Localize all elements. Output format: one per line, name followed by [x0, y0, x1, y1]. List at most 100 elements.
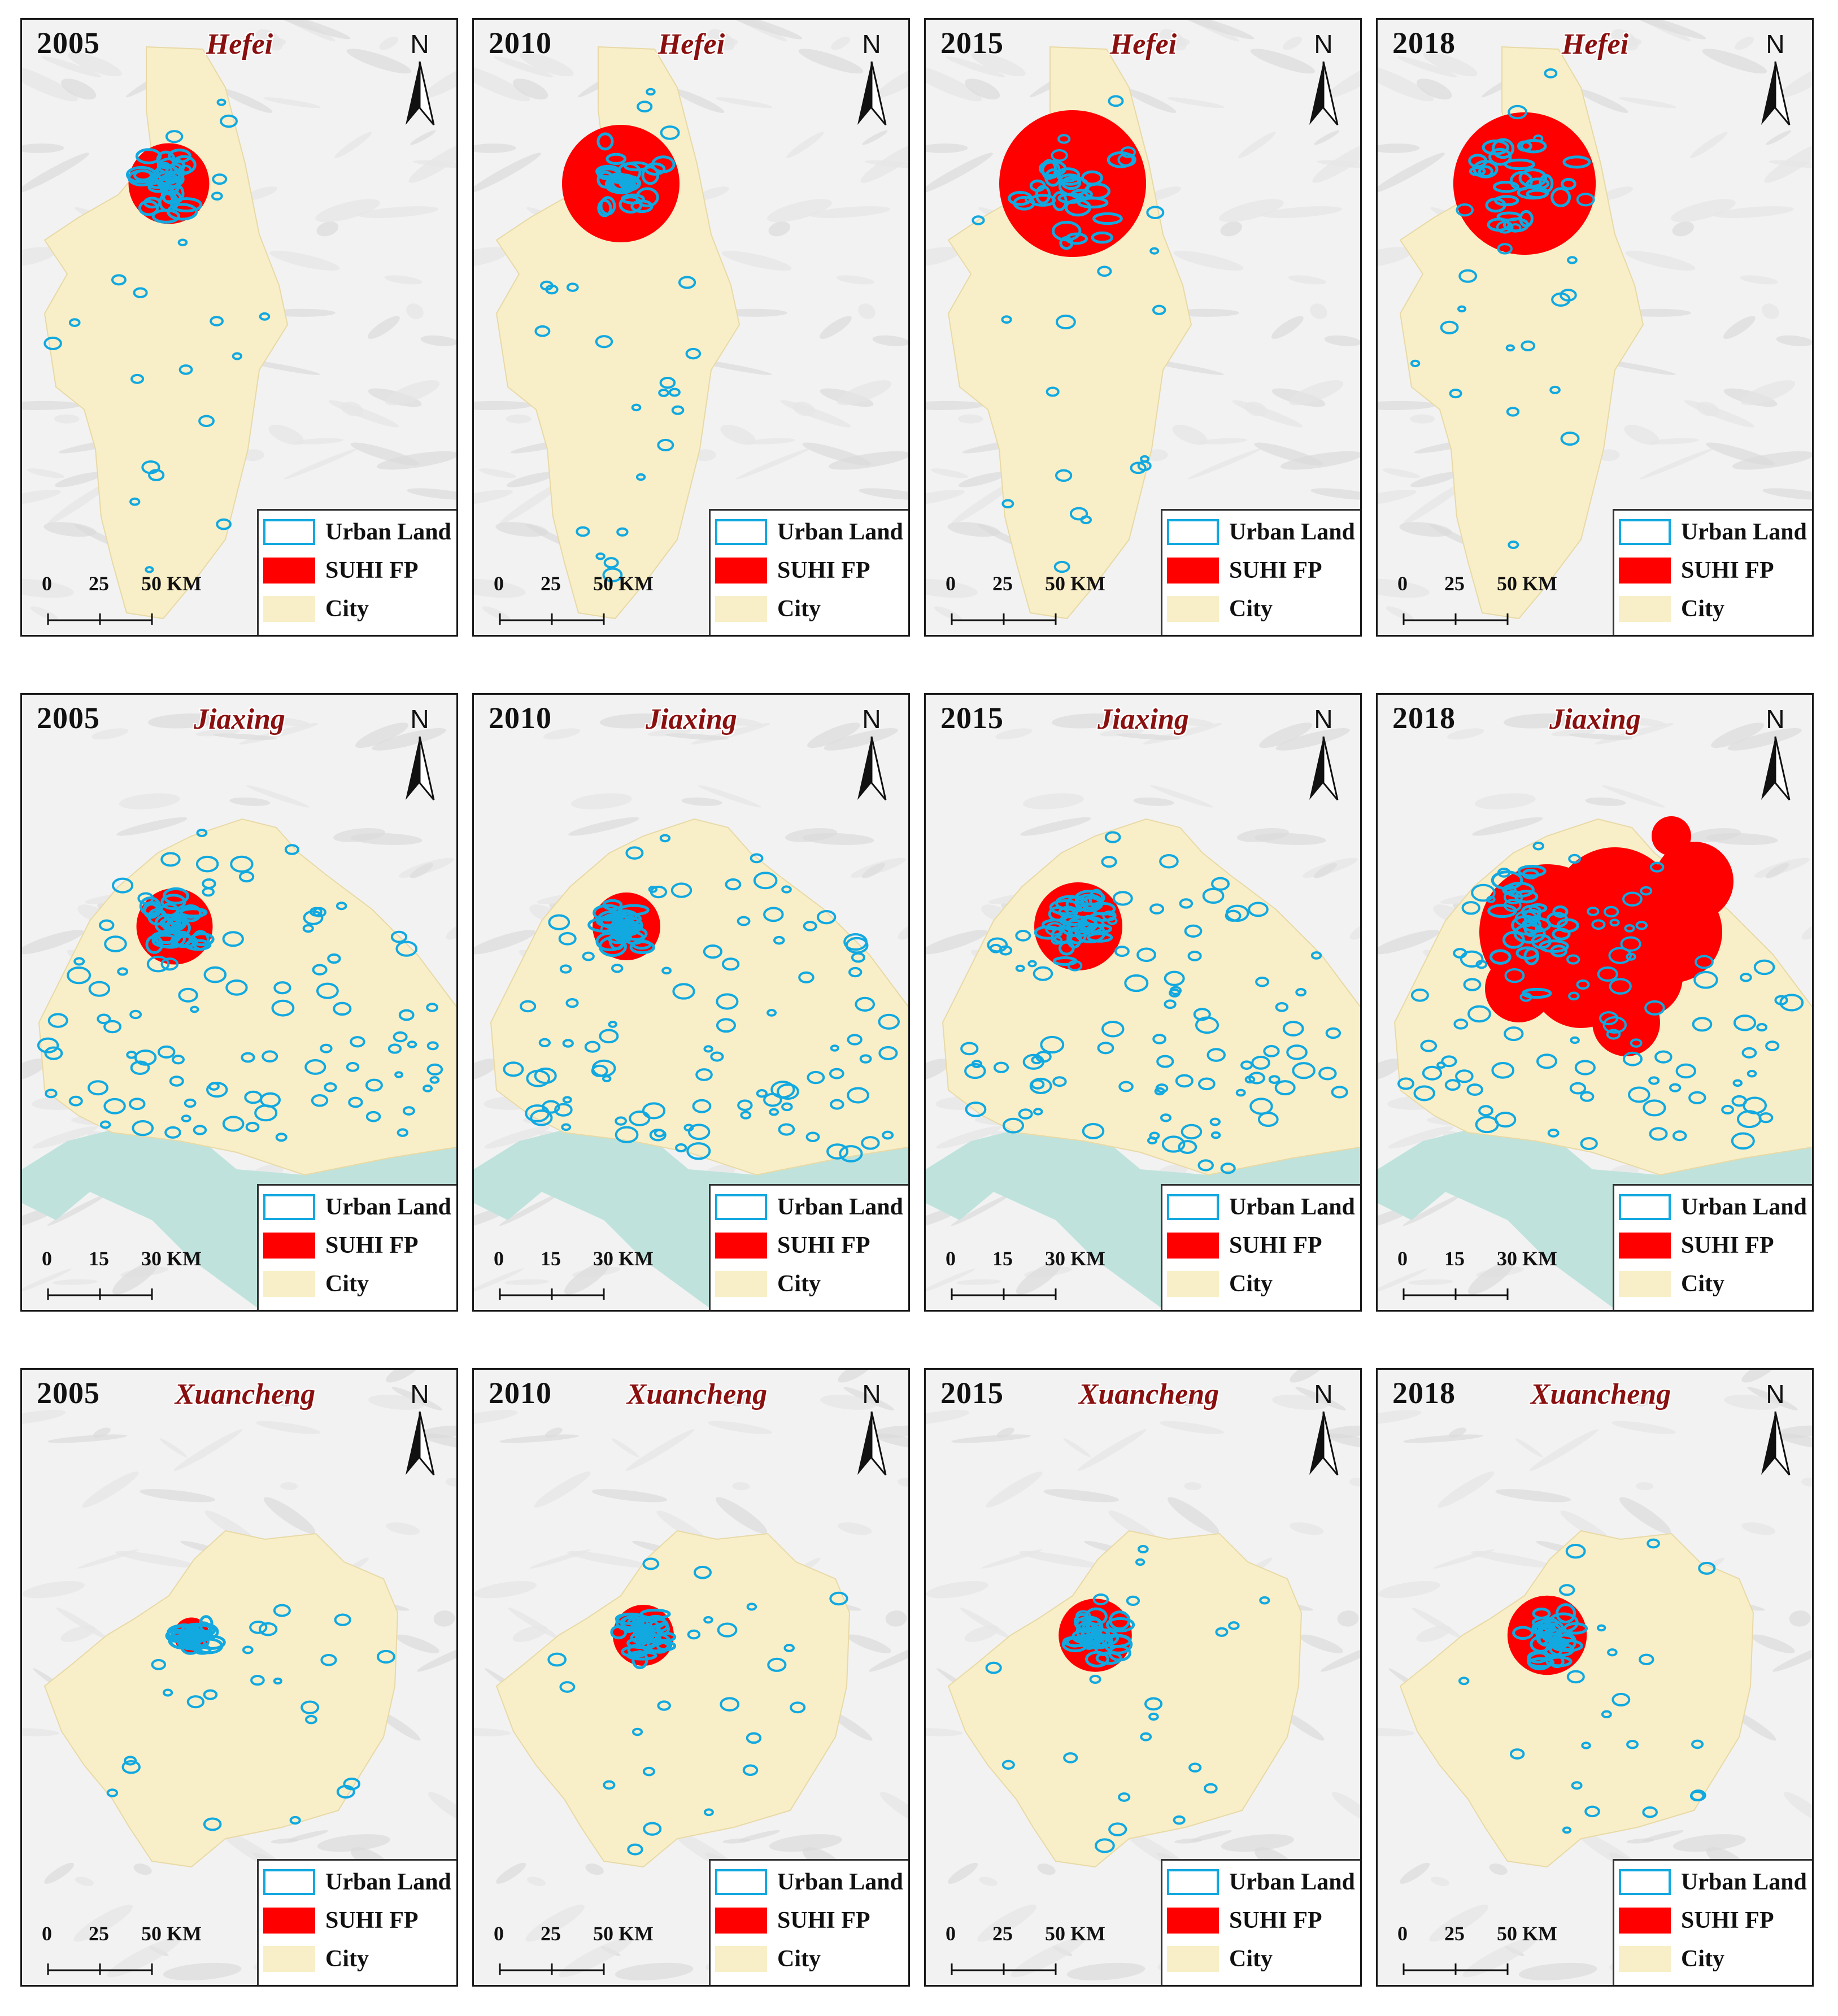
legend-item-urban-land: Urban Land — [715, 1192, 903, 1222]
legend-item-city: City — [263, 1944, 369, 1974]
city-name: Xuancheng — [175, 1378, 316, 1410]
legend-label: SUHI FP — [1229, 1233, 1322, 1259]
legend-label: Urban Land — [777, 519, 903, 545]
urban-land-patches — [43, 98, 271, 573]
city-name: Xuancheng — [1078, 1378, 1219, 1410]
scale-tick-2: 30 KM — [593, 1247, 654, 1270]
legend-label: Urban Land — [777, 1194, 903, 1220]
suhi-fp-swatch — [1167, 1908, 1219, 1934]
scale-bar: 0 25 50 KM — [946, 572, 1105, 628]
year-label: 2005 — [37, 26, 100, 60]
legend: Urban Land SUHI FP City — [1613, 509, 1812, 635]
north-arrow-icon: N — [1750, 704, 1801, 805]
legend: Urban Land SUHI FP City — [1613, 1184, 1812, 1310]
legend-item-urban-land: Urban Land — [1167, 517, 1355, 547]
north-label: N — [410, 29, 429, 59]
scale-tick-1: 25 — [89, 1922, 109, 1945]
legend-item-city: City — [263, 594, 369, 624]
scale-bar: 0 15 30 KM — [494, 1247, 654, 1303]
scale-bar: 0 25 50 KM — [946, 1922, 1105, 1978]
urban-land-swatch — [1167, 1194, 1219, 1220]
urban-land-swatch — [1619, 1194, 1671, 1220]
north-arrow-icon: N — [1298, 1379, 1349, 1481]
legend: Urban Land SUHI FP City — [1613, 1859, 1812, 1985]
legend-item-suhi-fp: SUHI FP — [263, 1906, 419, 1935]
legend-label: Urban Land — [1681, 519, 1807, 545]
scale-tick-1: 25 — [541, 572, 561, 595]
legend-item-urban-land: Urban Land — [1167, 1867, 1355, 1897]
legend-label: Urban Land — [1229, 1194, 1355, 1220]
suhi-fp-swatch — [1167, 558, 1219, 584]
north-arrow-icon: N — [394, 1379, 445, 1481]
year-label: 2015 — [940, 26, 1004, 60]
legend: Urban Land SUHI FP City — [709, 1184, 908, 1310]
city-boundary — [947, 1530, 1303, 1868]
north-arrow-icon: N — [1298, 704, 1349, 805]
urban-land-swatch — [1167, 1869, 1219, 1895]
city-swatch — [263, 1271, 315, 1297]
scale-tick-0: 0 — [42, 1922, 52, 1945]
legend-label: SUHI FP — [325, 558, 419, 584]
north-label: N — [410, 704, 429, 734]
year-label: 2018 — [1392, 701, 1456, 735]
north-label: N — [1314, 1379, 1333, 1409]
city-swatch — [1167, 596, 1219, 622]
scale-bar: 0 25 50 KM — [494, 572, 654, 628]
city-swatch — [715, 1946, 767, 1972]
urban-land-swatch — [1619, 519, 1671, 545]
legend-item-suhi-fp: SUHI FP — [715, 556, 870, 585]
urban-land-swatch — [715, 1194, 767, 1220]
legend-label: City — [325, 1946, 369, 1972]
city-boundary — [43, 46, 289, 620]
scale-bar: 0 25 50 KM — [42, 1922, 202, 1978]
legend-label: SUHI FP — [1681, 1908, 1774, 1934]
city-swatch — [1619, 596, 1671, 622]
legend-item-city: City — [1619, 1944, 1724, 1974]
city-swatch — [263, 1946, 315, 1972]
legend-item-city: City — [263, 1269, 369, 1299]
north-arrow-icon: N — [846, 29, 897, 130]
legend-label: City — [1681, 1271, 1724, 1297]
map-canvas — [22, 20, 456, 635]
city-name: Xuancheng — [626, 1378, 768, 1410]
legend-item-urban-land: Urban Land — [1167, 1192, 1355, 1222]
scale-tick-0: 0 — [946, 1247, 956, 1270]
city-swatch — [715, 596, 767, 622]
legend-label: Urban Land — [777, 1869, 903, 1895]
north-label: N — [1314, 29, 1333, 59]
north-label: N — [1766, 704, 1785, 734]
legend-item-urban-land: Urban Land — [1619, 517, 1807, 547]
scale-tick-1: 25 — [992, 1922, 1013, 1945]
city-swatch — [1619, 1946, 1671, 1972]
year-label: 2005 — [37, 701, 100, 735]
north-label: N — [862, 704, 881, 734]
legend-label: SUHI FP — [325, 1908, 419, 1934]
urban-land-swatch — [263, 1869, 315, 1895]
legend-item-city: City — [715, 1944, 821, 1974]
legend-item-city: City — [715, 1269, 821, 1299]
city-boundary — [495, 1530, 851, 1868]
map-canvas — [474, 695, 908, 1310]
legend-item-suhi-fp: SUHI FP — [1619, 1906, 1774, 1935]
legend: Urban Land SUHI FP City — [1161, 1184, 1360, 1310]
north-label: N — [410, 1379, 429, 1409]
scale-tick-0: 0 — [1397, 572, 1408, 595]
legend: Urban Land SUHI FP City — [1161, 509, 1360, 635]
year-label: 2018 — [1392, 1376, 1456, 1410]
legend-item-suhi-fp: SUHI FP — [715, 1231, 870, 1260]
map-panel-hefei-2010: 2010 Hefei N 0 25 50 KM Urban Land SUHI FP City — [472, 18, 910, 637]
legend-item-suhi-fp: SUHI FP — [715, 1906, 870, 1935]
urban-land-patches — [960, 831, 1348, 1174]
year-label: 2010 — [489, 701, 552, 735]
map-panel-jiaxing-2015: 2015 Jiaxing N 0 15 30 KM Urban Land SUHI FP Cit… — [924, 693, 1362, 1312]
city-name: Jiaxing — [646, 703, 737, 735]
suhi-fp-swatch — [715, 1908, 767, 1934]
legend: Urban Land SUHI FP City — [257, 1184, 456, 1310]
legend-label: SUHI FP — [1681, 1233, 1774, 1259]
legend: Urban Land SUHI FP City — [709, 509, 908, 635]
legend-label: Urban Land — [1229, 519, 1355, 545]
year-label: 2010 — [489, 1376, 552, 1410]
suhi-fp-swatch — [715, 558, 767, 584]
legend-label: City — [777, 1271, 821, 1297]
legend-item-urban-land: Urban Land — [715, 517, 903, 547]
